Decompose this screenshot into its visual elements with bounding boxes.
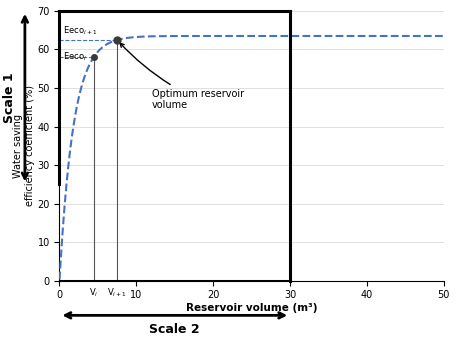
Text: Scale 1: Scale 1	[3, 72, 16, 123]
Text: Optimum reservoir
volume: Optimum reservoir volume	[120, 43, 244, 110]
Text: Scale 2: Scale 2	[149, 323, 200, 336]
X-axis label: Reservoir volume (m³): Reservoir volume (m³)	[186, 303, 318, 313]
Text: V$_i$: V$_i$	[90, 287, 99, 299]
Y-axis label: Water saving
efficiency coefficient (%): Water saving efficiency coefficient (%)	[13, 85, 35, 206]
Text: V$_{i+1}$: V$_{i+1}$	[107, 287, 127, 299]
Text: Eeco$_i$: Eeco$_i$	[63, 50, 86, 63]
Text: Eeco$_{i+1}$: Eeco$_{i+1}$	[63, 24, 97, 37]
